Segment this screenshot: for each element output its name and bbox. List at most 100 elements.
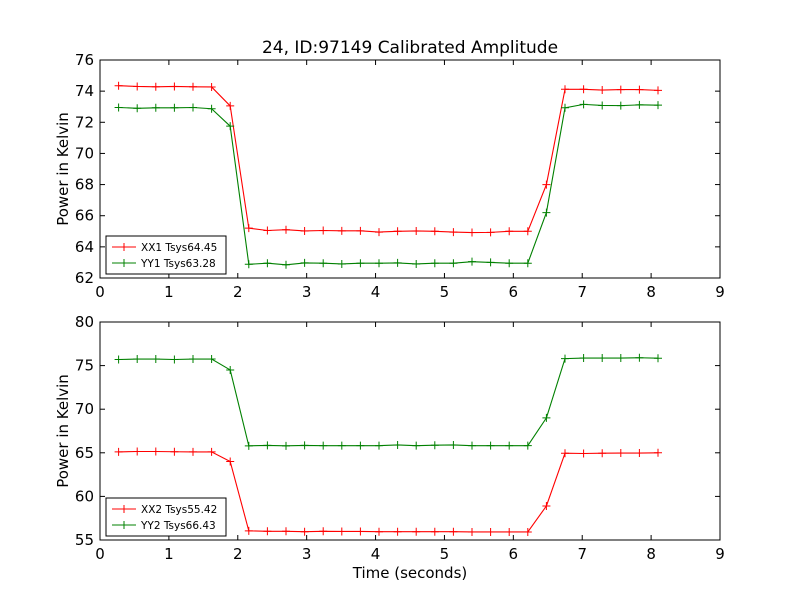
- data-point: [319, 259, 328, 268]
- data-point: [486, 228, 495, 237]
- series-2: [114, 100, 662, 269]
- plot-frame: [99, 59, 721, 279]
- data-point: [375, 259, 383, 268]
- data-point: [337, 441, 346, 450]
- data-point: [114, 103, 123, 112]
- data-point: [616, 449, 625, 458]
- legend-box: [105, 497, 227, 537]
- data-point: [263, 527, 272, 536]
- data-point: [449, 440, 458, 449]
- data-point: [151, 82, 160, 91]
- data-point: [561, 449, 569, 458]
- y-tick-label: 64: [75, 238, 94, 256]
- data-point: [189, 82, 197, 91]
- data-point: [226, 101, 235, 110]
- data-point: [263, 441, 272, 450]
- data-point: [523, 227, 532, 236]
- legend-marker: [120, 243, 128, 251]
- series-2: [114, 353, 662, 450]
- data-point: [282, 225, 290, 234]
- y-tick-label: 70: [75, 144, 94, 162]
- data-point: [598, 86, 607, 95]
- plot-1: 0 1 2 3 4 5 6 7 8 9 62 64 66 68 70 72 74 76 Power in Kelvi…: [54, 51, 725, 301]
- data-point: [412, 226, 421, 235]
- data-point: [319, 527, 328, 536]
- y-tick-label: 55: [75, 531, 94, 549]
- data-point: [393, 527, 402, 536]
- data-point: [300, 258, 309, 267]
- y-tick-label: 62: [75, 269, 94, 287]
- data-point: [505, 527, 514, 536]
- data-point: [133, 104, 142, 113]
- y-tick-label: 75: [75, 357, 94, 375]
- legend-label: XX2 Tsys55.42: [141, 504, 217, 516]
- data-point: [598, 449, 607, 458]
- data-point: [226, 122, 235, 131]
- data-point: [189, 355, 197, 364]
- y-tick-label: 60: [75, 487, 94, 505]
- x-tick-label: 9: [715, 545, 725, 563]
- data-point: [282, 441, 290, 450]
- data-point: [375, 228, 383, 237]
- x-tick-label: 5: [440, 545, 450, 563]
- x-tick-label: 3: [302, 283, 312, 301]
- data-point: [579, 85, 588, 94]
- data-point: [114, 447, 123, 456]
- data-point: [263, 226, 272, 235]
- data-point: [449, 228, 458, 237]
- y-axis-label: Power in Kelvin: [54, 112, 72, 226]
- data-point: [579, 100, 588, 109]
- data-point: [189, 103, 197, 112]
- data-point: [244, 224, 253, 233]
- data-point: [244, 441, 253, 450]
- legend: XX2 Tsys55.42 YY2 Tsys66.43: [105, 497, 227, 537]
- x-tick-label: 6: [509, 283, 519, 301]
- data-point: [468, 441, 476, 450]
- data-point: [300, 527, 309, 536]
- series-1: [114, 447, 662, 536]
- data-point: [468, 257, 476, 266]
- data-point: [300, 226, 309, 235]
- data-point: [356, 441, 365, 450]
- data-point: [133, 82, 142, 91]
- data-point: [486, 527, 495, 536]
- data-point: [412, 259, 421, 268]
- data-point: [114, 81, 123, 90]
- y-tick-label: 80: [75, 313, 94, 331]
- plot-frame: [99, 321, 721, 541]
- data-point: [412, 527, 421, 536]
- data-point: [263, 259, 272, 268]
- y-tick-label: 76: [75, 51, 94, 69]
- data-point: [375, 441, 383, 450]
- data-point: [337, 259, 346, 268]
- data-point: [635, 85, 644, 94]
- plot-2: 0 1 2 3 4 5 6 7 8 9 55 60 65 70 75 80 Power in Kelvin Tim…: [54, 313, 725, 582]
- x-tick-label: 4: [371, 545, 381, 563]
- chart-title: 24, ID:97149 Calibrated Amplitude: [262, 38, 558, 58]
- data-point: [151, 355, 160, 364]
- data-point: [170, 82, 179, 91]
- data-point: [207, 82, 216, 91]
- legend-marker: [120, 521, 128, 529]
- data-point: [430, 527, 439, 536]
- x-axis-label: Time (seconds): [352, 564, 468, 582]
- y-tick-label: 68: [75, 176, 94, 194]
- data-point: [170, 103, 179, 112]
- x-tick-label: 4: [371, 283, 381, 301]
- data-point: [635, 353, 644, 362]
- y-tick-label: 70: [75, 400, 94, 418]
- x-tick-label: 0: [95, 283, 105, 301]
- x-tick-label: 0: [95, 545, 105, 563]
- legend: XX1 Tsys64.45 YY1 Tsys63.28: [105, 235, 227, 275]
- data-point: [393, 258, 402, 267]
- x-tick-label: 8: [646, 545, 656, 563]
- data-point: [226, 365, 235, 374]
- data-point: [151, 103, 160, 112]
- data-point: [430, 227, 439, 236]
- data-point: [561, 85, 569, 94]
- data-point: [282, 527, 290, 536]
- data-point: [486, 441, 495, 450]
- data-point: [337, 527, 346, 536]
- data-point: [300, 441, 309, 450]
